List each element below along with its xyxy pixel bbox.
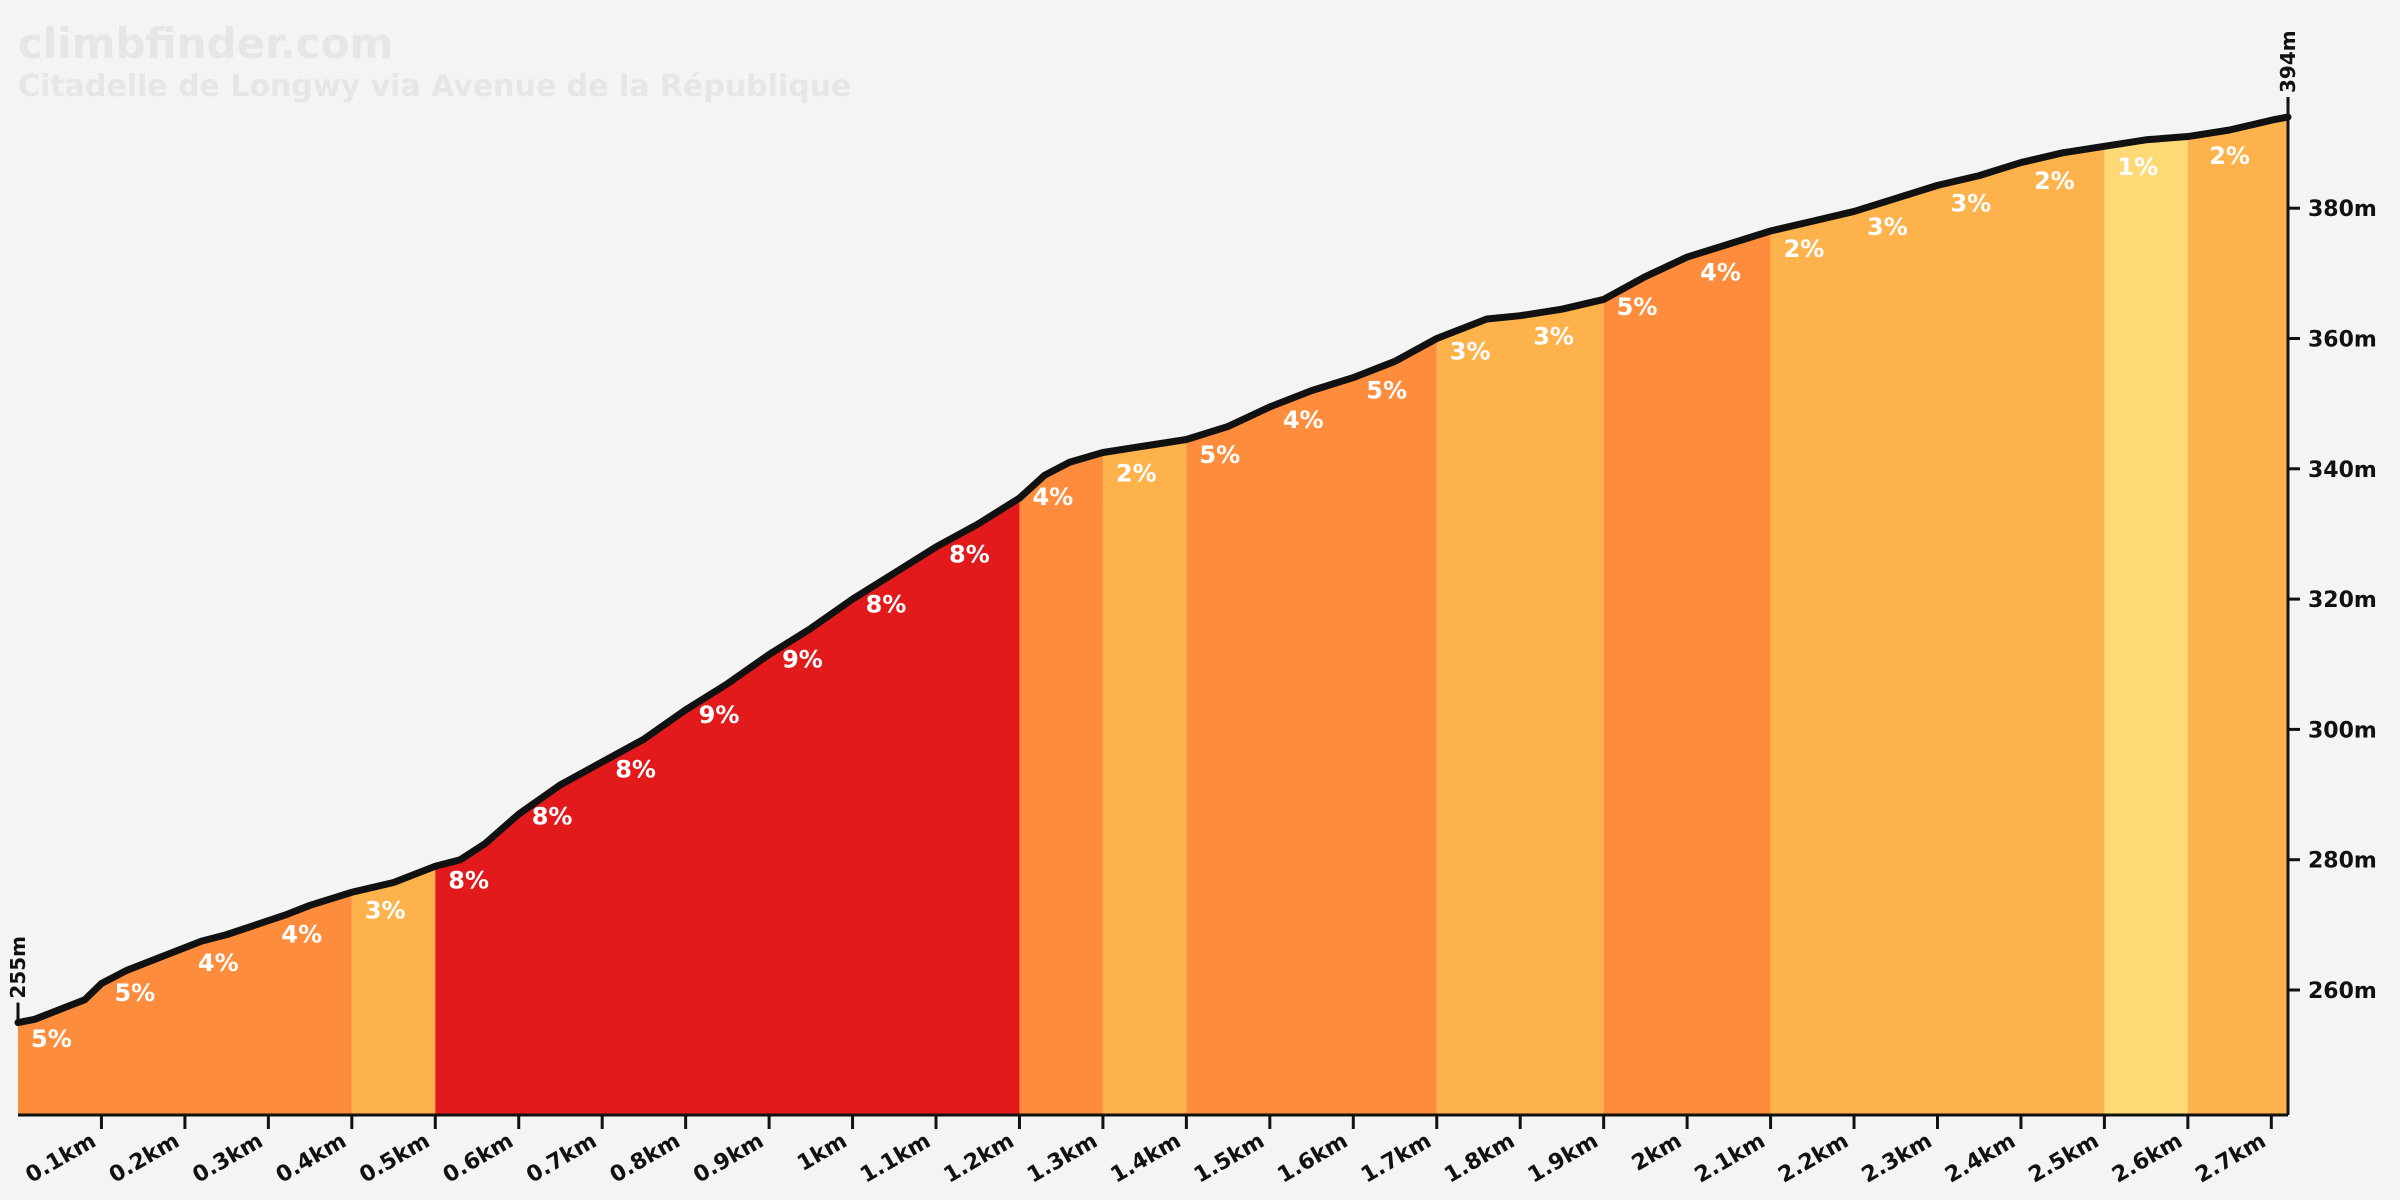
- y-tick-label: 340m: [2308, 458, 2377, 483]
- x-tick-label: 2.4km: [1941, 1129, 2020, 1189]
- x-tick-label: 0.5km: [356, 1129, 435, 1189]
- x-tick-label: 0.8km: [606, 1129, 685, 1189]
- grade-label: 8%: [615, 756, 656, 784]
- x-tick-label: 0.9km: [689, 1129, 768, 1189]
- grade-segment-5: [1102, 439, 1187, 1115]
- x-tick-label: 0.2km: [105, 1129, 184, 1189]
- grade-label: 9%: [699, 701, 740, 729]
- grade-label: 3%: [1950, 190, 1991, 218]
- x-tick-label: 0.6km: [439, 1129, 518, 1189]
- grade-label: 3%: [1867, 213, 1908, 241]
- x-tick-label: 1.9km: [1524, 1129, 1603, 1189]
- grade-segment-8: [1603, 231, 1771, 1115]
- grade-label: 4%: [198, 949, 239, 977]
- x-tick-label: 2.7km: [2192, 1129, 2271, 1189]
- grade-label: 8%: [532, 803, 573, 831]
- grade-label: 5%: [31, 1025, 72, 1053]
- x-tick-label: 2.3km: [1858, 1129, 1937, 1189]
- grade-label: 5%: [1199, 441, 1240, 469]
- y-tick-label: 260m: [2308, 979, 2377, 1004]
- chart-title: Citadelle de Longwy via Avenue de la Rép…: [18, 69, 851, 104]
- x-tick-label: 0.7km: [522, 1129, 601, 1189]
- elevation-line: [14, 113, 2292, 1027]
- grade-label: 3%: [1533, 322, 1574, 350]
- grade-segment-1: [18, 892, 352, 1115]
- x-tick-label: 1.3km: [1023, 1129, 1102, 1189]
- grade-segments: [18, 116, 2288, 1116]
- grade-label: 4%: [1700, 259, 1741, 287]
- grade-label: 2%: [1784, 235, 1825, 263]
- x-tick-label: 1.8km: [1440, 1129, 1519, 1189]
- y-tick-label: 360m: [2308, 328, 2377, 353]
- grade-segment-4: [1019, 452, 1103, 1115]
- x-tick-label: 2km: [1628, 1129, 1686, 1177]
- x-tick-label: 2.1km: [1691, 1129, 1770, 1189]
- grade-label: 2%: [2209, 142, 2250, 170]
- start-elevation-label: 255m: [6, 936, 30, 999]
- x-tick-label: 1.4km: [1107, 1129, 1186, 1189]
- grade-label: 8%: [866, 590, 907, 618]
- grade-labels: 5% 5% 4% 4% 3% 8% 8% 8% 9% 9% 8% 8% 4% 2% 5% 4% 5% 3% 3% 5%…: [31, 142, 2250, 1053]
- grade-label: 8%: [448, 866, 489, 894]
- end-elevation-label: 394m: [2276, 30, 2300, 93]
- x-tick-label: 1.6km: [1274, 1129, 1353, 1189]
- grade-label: 3%: [1450, 337, 1491, 365]
- y-tick-label: 300m: [2308, 718, 2377, 743]
- x-tick-label: 1.2km: [940, 1129, 1019, 1189]
- grade-label: 3%: [365, 896, 406, 924]
- x-tick-label: 2.2km: [1774, 1129, 1853, 1189]
- grade-segment-10: [2104, 136, 2188, 1115]
- y-tick-label: 320m: [2308, 588, 2377, 613]
- x-tick-label: 0.1km: [22, 1129, 101, 1189]
- grade-label: 2%: [1116, 459, 1157, 487]
- y-axis-ticks: 260m 280m 300m 320m 340m 360m 380m: [2288, 197, 2377, 1004]
- grade-label: 4%: [1283, 406, 1324, 434]
- grade-label: 9%: [782, 646, 823, 674]
- x-tick-label: 1km: [793, 1129, 851, 1177]
- grade-label: 2%: [2034, 167, 2075, 195]
- brand-watermark: climbfinder.com: [18, 19, 393, 68]
- x-tick-label: 0.3km: [189, 1129, 268, 1189]
- x-tick-label: 1.7km: [1357, 1129, 1436, 1189]
- grade-segment-6: [1186, 338, 1437, 1115]
- y-tick-label: 280m: [2308, 849, 2377, 874]
- grade-label: 4%: [281, 921, 322, 949]
- grade-segment-7: [1436, 299, 1604, 1115]
- x-axis-ticks: 0.1km 0.2km 0.3km 0.4km 0.5km 0.6km 0.7km 0.8km…: [22, 1115, 2273, 1189]
- grade-label: 5%: [114, 979, 155, 1007]
- grade-segment-9: [1770, 146, 2105, 1115]
- x-tick-label: 1.1km: [856, 1129, 935, 1189]
- grade-label: 4%: [1032, 483, 1073, 511]
- grade-label: 5%: [1617, 293, 1658, 321]
- x-tick-label: 2.5km: [2025, 1129, 2104, 1189]
- grade-segment-2: [351, 866, 436, 1115]
- grade-segment-11: [2187, 116, 2288, 1116]
- x-tick-label: 0.4km: [272, 1129, 351, 1189]
- endpoint-markers: 255m 394m: [6, 30, 2300, 1023]
- x-tick-label: 1.5km: [1190, 1129, 1269, 1189]
- grade-label: 8%: [949, 541, 990, 569]
- y-tick-label: 380m: [2308, 197, 2377, 222]
- grade-label: 1%: [2117, 153, 2158, 181]
- grade-segment-3: [435, 498, 1020, 1115]
- grade-label: 5%: [1366, 377, 1407, 405]
- x-tick-label: 2.6km: [2108, 1129, 2187, 1189]
- axes: [18, 120, 2290, 1117]
